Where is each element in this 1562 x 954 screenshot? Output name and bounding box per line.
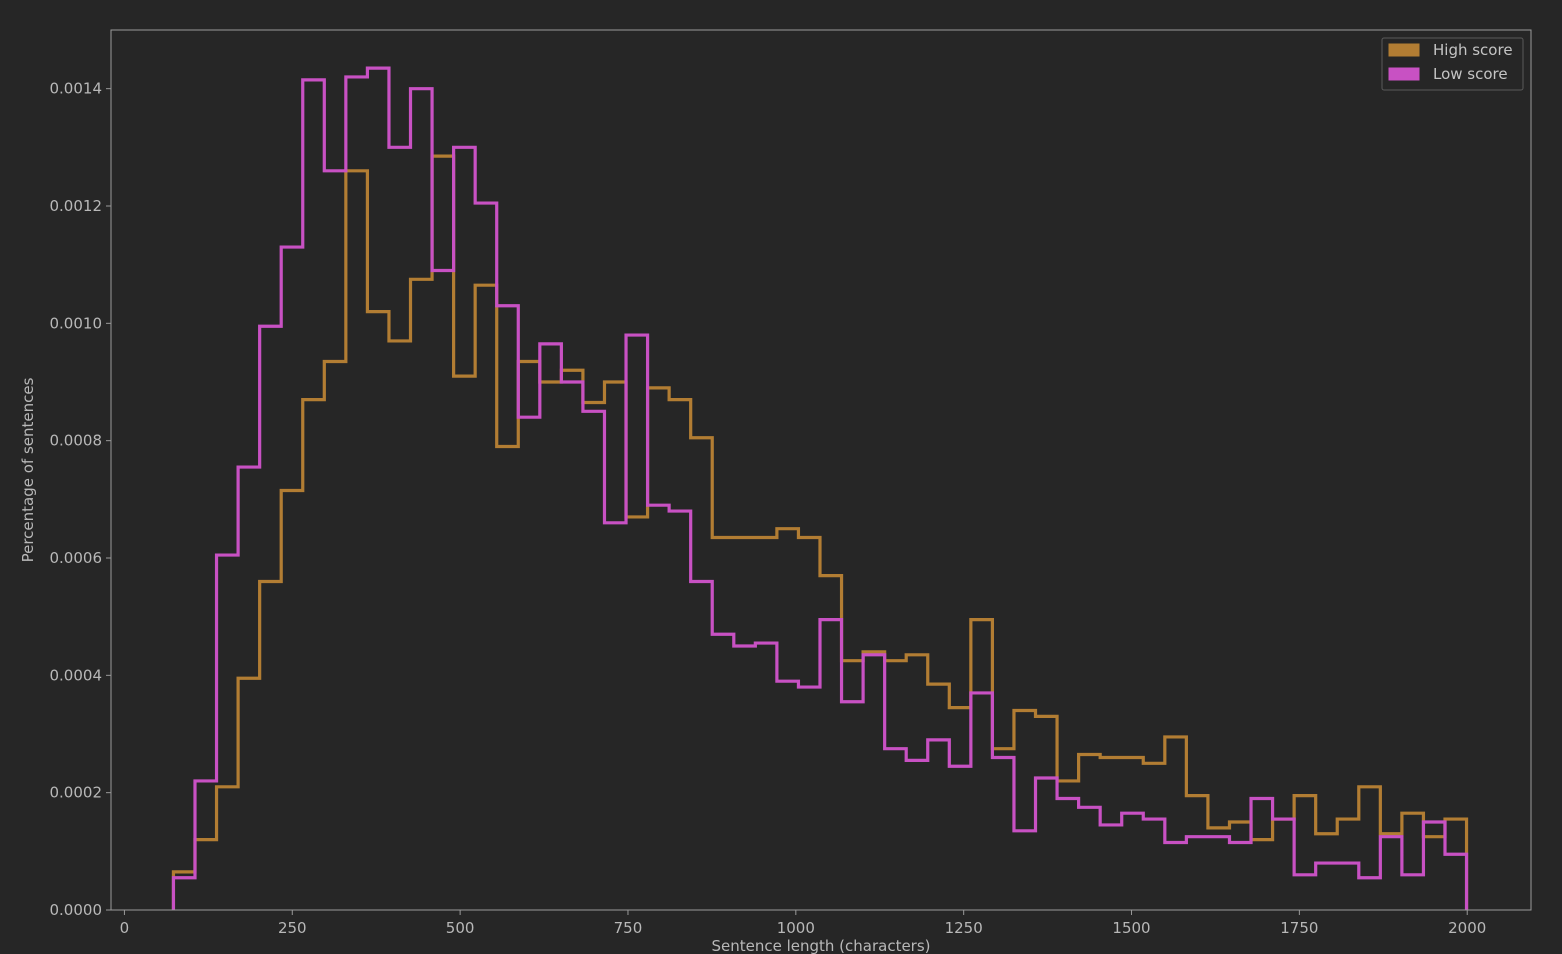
y-tick-label: 0.0014: [50, 80, 103, 98]
y-tick-label: 0.0002: [50, 784, 103, 802]
x-tick-label: 250: [278, 919, 307, 937]
legend-swatch-low-score: [1388, 67, 1420, 81]
x-tick-label: 1250: [945, 919, 983, 937]
legend-swatch-high-score: [1388, 43, 1420, 57]
x-tick-label: 500: [446, 919, 475, 937]
legend-label-high-score: High score: [1433, 41, 1513, 59]
series-high-score-step-line: [171, 154, 1469, 910]
x-tick-label: 750: [614, 919, 643, 937]
y-tick-label: 0.0012: [50, 197, 103, 215]
x-tick-label: 1000: [777, 919, 815, 937]
x-tick-label: 1750: [1280, 919, 1318, 937]
legend-label-low-score: Low score: [1433, 65, 1508, 83]
series-low-score-step-line: [171, 66, 1469, 910]
plot-frame: [110, 29, 1532, 911]
x-tick-label: 2000: [1448, 919, 1486, 937]
y-tick-label: 0.0004: [50, 666, 103, 684]
x-tick-label: 1500: [1112, 919, 1150, 937]
x-axis-label: Sentence length (characters): [711, 937, 930, 954]
y-tick-label: 0.0008: [50, 432, 103, 450]
x-tick-label: 0: [120, 919, 130, 937]
y-tick-label: 0.0006: [50, 549, 103, 567]
legend: High score Low score: [1381, 37, 1524, 91]
y-axis-label: Percentage of sentences: [19, 377, 37, 562]
y-tick-label: 0.0000: [50, 901, 103, 919]
y-tick-label: 0.0010: [50, 314, 103, 332]
